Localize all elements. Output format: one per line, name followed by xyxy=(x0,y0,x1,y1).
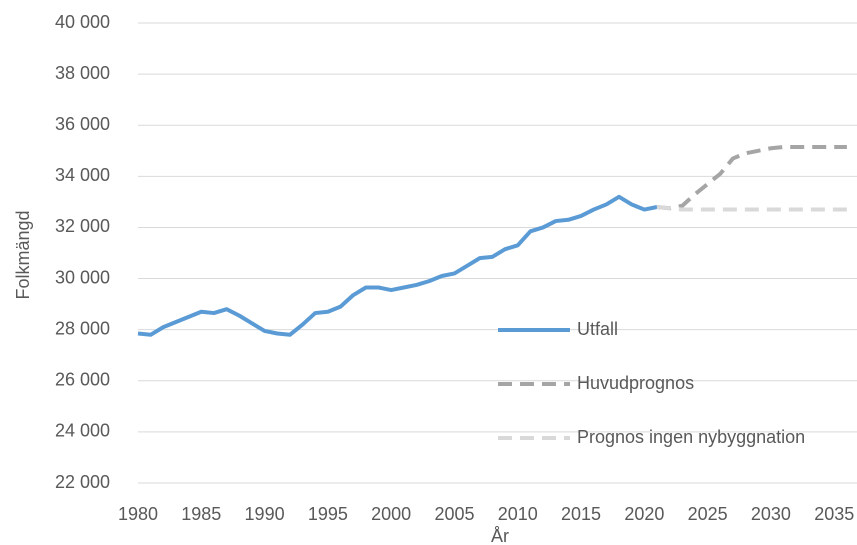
y-tick-label: 22 000 xyxy=(55,472,110,492)
series-line xyxy=(656,205,847,212)
x-tick-label: 1985 xyxy=(181,504,221,524)
y-tick-label: 26 000 xyxy=(55,370,110,390)
legend-label: Utfall xyxy=(577,319,618,339)
y-axis-label: Folkmängd xyxy=(13,210,33,299)
x-tick-label: 2020 xyxy=(624,504,664,524)
y-tick-label: 38 000 xyxy=(55,63,110,83)
x-tick-label: 1995 xyxy=(308,504,348,524)
y-tick-label: 36 000 xyxy=(55,114,110,134)
series-line xyxy=(137,194,658,337)
y-tick-label: 24 000 xyxy=(55,421,110,441)
x-tick-label: 2000 xyxy=(371,504,411,524)
series-line xyxy=(656,144,847,211)
x-tick-label: 2030 xyxy=(751,504,791,524)
y-tick-label: 32 000 xyxy=(55,216,110,236)
y-tick-label: 34 000 xyxy=(55,165,110,185)
legend-label: Prognos ingen nybyggnation xyxy=(577,427,805,447)
y-tick-label: 40 000 xyxy=(55,12,110,32)
x-tick-label: 1990 xyxy=(245,504,285,524)
x-tick-label: 2010 xyxy=(498,504,538,524)
x-axis-label: År xyxy=(491,526,509,545)
y-tick-label: 30 000 xyxy=(55,267,110,287)
x-tick-label: 2035 xyxy=(814,504,854,524)
x-tick-label: 2015 xyxy=(561,504,601,524)
y-tick-label: 28 000 xyxy=(55,318,110,338)
x-tick-label: 2025 xyxy=(688,504,728,524)
legend-label: Huvudprognos xyxy=(577,373,694,393)
x-tick-label: 2005 xyxy=(434,504,474,524)
x-tick-label: 1980 xyxy=(118,504,158,524)
